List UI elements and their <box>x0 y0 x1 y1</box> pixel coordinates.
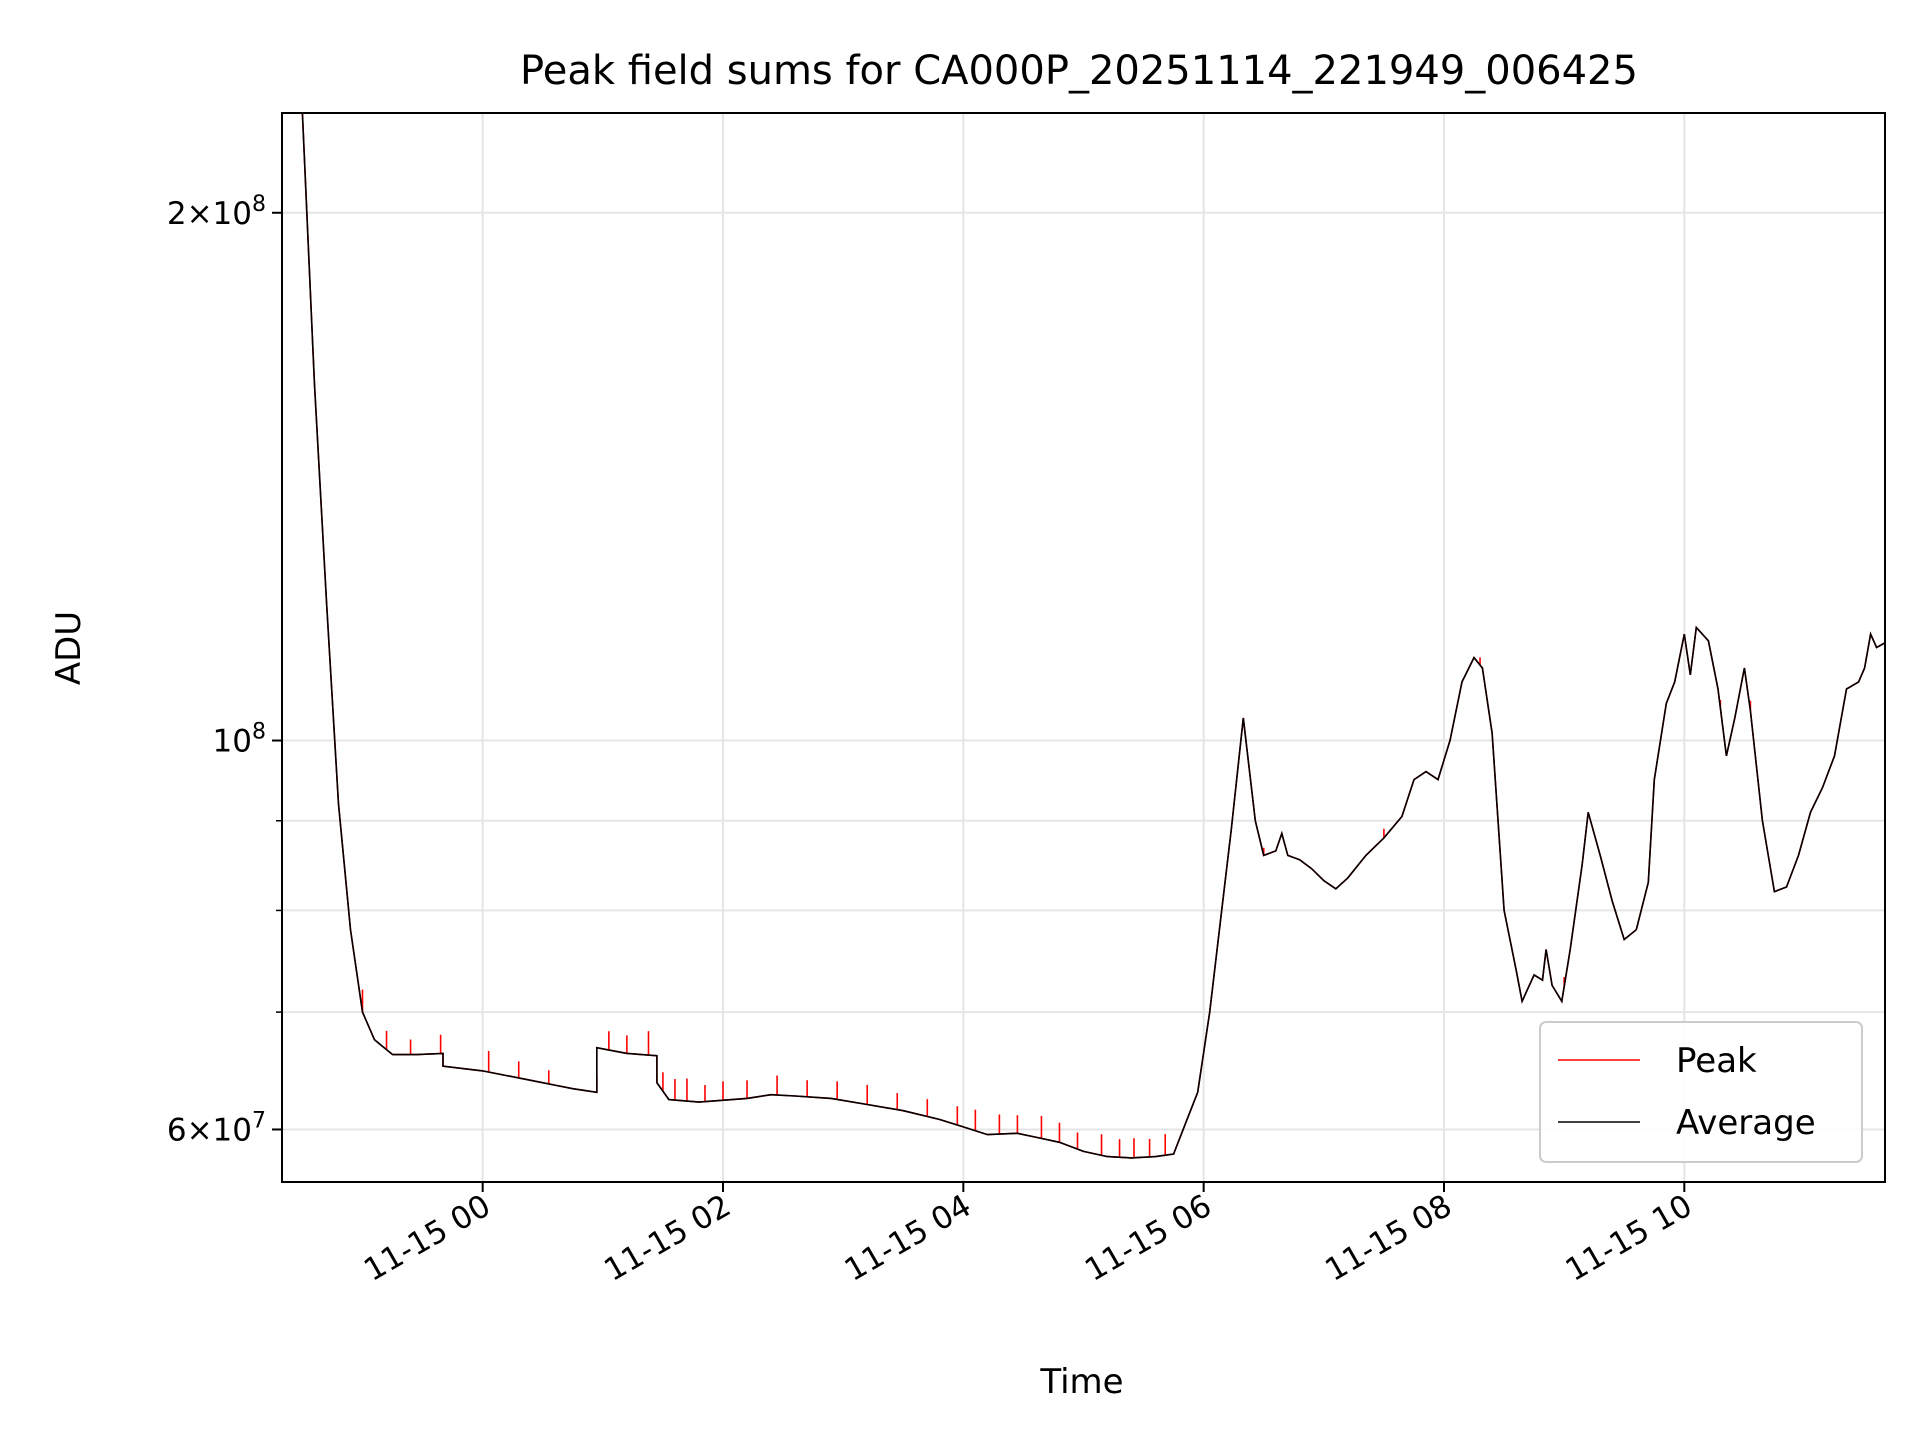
y-tick-label: 108 <box>213 720 266 760</box>
legend-label-average: Average <box>1676 1103 1816 1143</box>
series-line-average <box>300 113 1885 1159</box>
gridlines <box>282 113 1885 1182</box>
y-tick-label: 2×108 <box>167 192 266 232</box>
axes-frame <box>281 112 1886 1183</box>
legend-label-peak: Peak <box>1676 1041 1757 1081</box>
legend-box <box>1539 1021 1863 1163</box>
x-axis-label: Time <box>1039 1362 1123 1402</box>
chart-title: Peak field sums for CA000P_20251114_2219… <box>520 48 1638 94</box>
series-layer <box>300 113 1885 1159</box>
y-tick-label: 6×107 <box>167 1108 266 1148</box>
y-axis-label: ADU <box>49 611 89 685</box>
y-axis-ticks: 6×107 108 2×108 <box>167 192 282 1148</box>
legend: Peak Average <box>1539 1021 1863 1163</box>
